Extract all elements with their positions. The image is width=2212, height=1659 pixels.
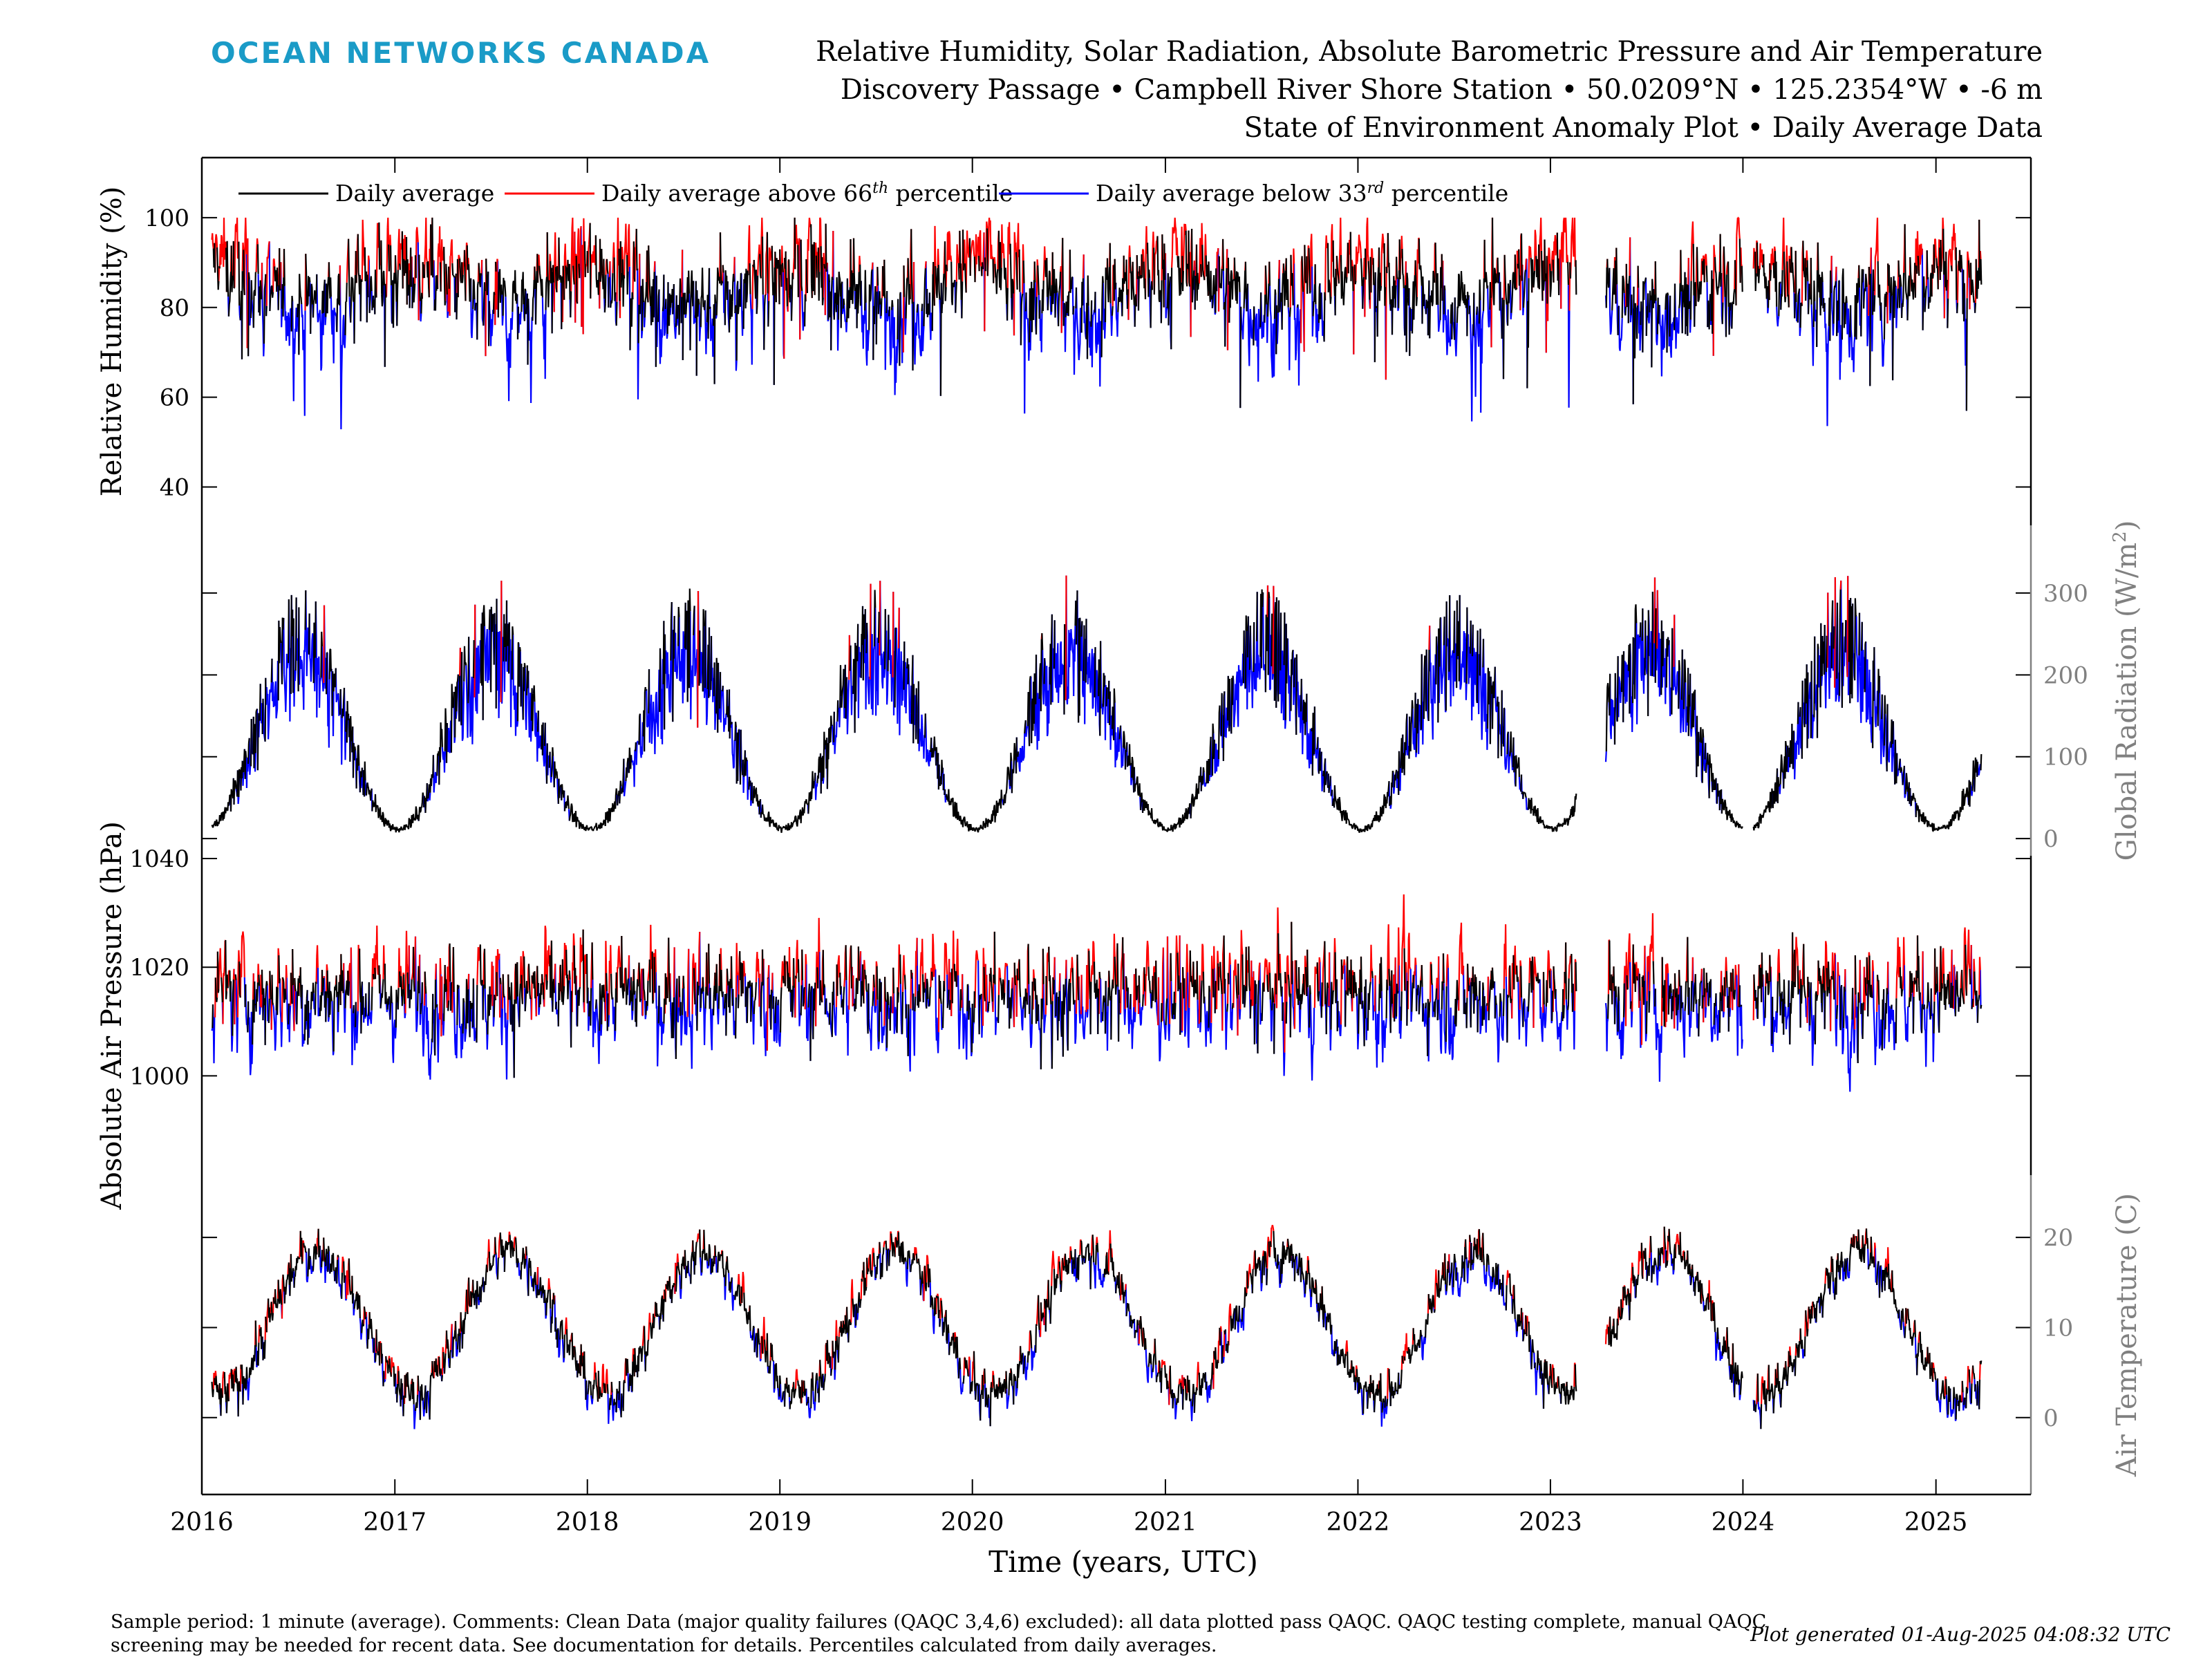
x-tick-label: 2020 — [941, 1508, 1004, 1537]
rh-tick-label: 100 — [144, 205, 189, 232]
temp-tick-label: 20 — [2043, 1224, 2073, 1252]
pres-axis-label: Absolute Air Pressure (hPa) — [96, 821, 128, 1210]
rh-series-above — [211, 216, 1982, 380]
x-tick-label: 2025 — [1904, 1508, 1968, 1537]
legend-label-above: Daily average above 66th percentile — [601, 180, 1013, 207]
rad-tick-label: 300 — [2043, 580, 2088, 608]
legend: Daily average Daily average above 66th pe… — [238, 180, 1508, 207]
rh-series-average — [212, 217, 1983, 411]
rad-tick-label: 200 — [2043, 662, 2088, 689]
rad-series-average — [211, 588, 1983, 833]
x-axis-label: Time (years, UTC) — [988, 1545, 1258, 1579]
legend-label-average: Daily average — [335, 180, 494, 207]
x-tick-label: 2016 — [170, 1508, 234, 1537]
temp-series-average — [211, 1226, 1983, 1430]
pres-tick-label: 1000 — [129, 1062, 189, 1090]
series-layer — [211, 216, 1983, 1430]
x-tick-label: 2024 — [1712, 1508, 1775, 1537]
rh-axis-label: Relative Humidity (%) — [96, 187, 128, 497]
legend-label-below: Daily average below 33rd percentile — [1096, 180, 1508, 207]
x-tick-label: 2019 — [748, 1508, 812, 1537]
x-tick-label: 2021 — [1134, 1508, 1197, 1537]
chart-title-line-3: State of Environment Anomaly Plot • Dail… — [1244, 112, 2043, 144]
rad-tick-label: 0 — [2043, 825, 2059, 853]
x-tick-label: 2022 — [1327, 1508, 1390, 1537]
plot-generated-timestamp: Plot generated 01-Aug-2025 04:08:32 UTC — [1750, 1623, 2171, 1646]
x-tick-label: 2017 — [363, 1508, 427, 1537]
temp-tick-label: 10 — [2043, 1314, 2073, 1342]
pres-tick-label: 1020 — [129, 954, 189, 982]
pres-series-average — [212, 921, 1983, 1078]
rh-tick-label: 60 — [160, 384, 189, 412]
temp-tick-label: 0 — [2043, 1405, 2059, 1432]
chart-title-line-2: Discovery Passage • Campbell River Shore… — [840, 74, 2043, 106]
x-tick-label: 2023 — [1519, 1508, 1582, 1537]
rad-tick-label: 100 — [2043, 744, 2088, 771]
pres-tick-label: 1040 — [129, 845, 189, 873]
rh-tick-label: 40 — [160, 474, 189, 502]
temp-series-below — [219, 1241, 1980, 1430]
rad-series-above — [323, 575, 1849, 728]
footer-comments: Sample period: 1 minute (average). Comme… — [111, 1611, 1767, 1656]
rad-axis-label: Global Radiation (W/m2) — [2110, 521, 2143, 861]
rh-tick-label: 80 — [160, 294, 189, 322]
chart-title-line-1: Relative Humidity, Solar Radiation, Abso… — [816, 36, 2043, 68]
x-tick-label: 2018 — [556, 1508, 619, 1537]
temp-axis-label: Air Temperature (C) — [2111, 1193, 2143, 1477]
ocean-networks-canada-logo: OCEAN NETWORKS CANADA — [211, 36, 711, 70]
